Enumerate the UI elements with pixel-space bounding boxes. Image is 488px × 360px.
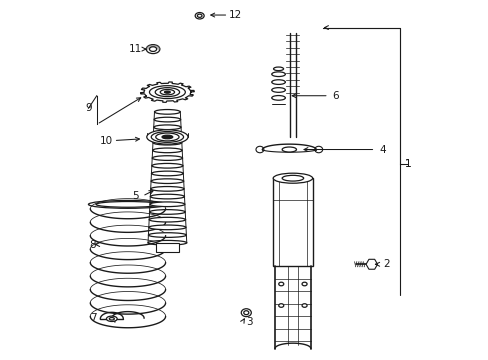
Ellipse shape [153, 132, 181, 137]
Ellipse shape [302, 282, 306, 286]
Ellipse shape [153, 140, 182, 145]
Bar [273, 178, 312, 266]
Ellipse shape [88, 201, 167, 208]
Ellipse shape [162, 135, 172, 139]
Ellipse shape [155, 87, 179, 96]
Ellipse shape [96, 202, 160, 207]
Ellipse shape [150, 194, 184, 199]
Text: 2: 2 [382, 259, 388, 269]
Ellipse shape [302, 304, 306, 307]
Text: 3: 3 [246, 317, 253, 327]
Text: 1: 1 [404, 159, 410, 169]
Text: 6: 6 [332, 91, 339, 101]
Ellipse shape [151, 179, 183, 184]
Ellipse shape [160, 89, 174, 95]
Ellipse shape [109, 318, 114, 320]
Ellipse shape [164, 91, 170, 93]
Ellipse shape [149, 47, 156, 51]
Ellipse shape [149, 217, 185, 222]
Text: 12: 12 [228, 10, 242, 20]
Ellipse shape [146, 130, 187, 144]
Text: 8: 8 [89, 239, 95, 249]
Ellipse shape [151, 132, 183, 142]
Ellipse shape [271, 87, 285, 92]
Ellipse shape [149, 86, 185, 99]
Text: 5: 5 [132, 191, 138, 201]
Ellipse shape [155, 133, 179, 141]
Ellipse shape [150, 202, 184, 207]
Ellipse shape [151, 171, 183, 176]
Ellipse shape [146, 45, 160, 54]
Ellipse shape [314, 146, 322, 153]
Ellipse shape [282, 147, 296, 152]
Ellipse shape [149, 210, 185, 214]
Ellipse shape [148, 240, 186, 245]
Text: 9: 9 [85, 103, 92, 113]
Ellipse shape [152, 156, 182, 161]
Ellipse shape [241, 309, 251, 317]
Text: 1: 1 [404, 159, 411, 169]
Ellipse shape [278, 304, 283, 307]
Ellipse shape [148, 233, 186, 237]
Ellipse shape [273, 67, 283, 71]
Text: 4: 4 [379, 144, 385, 154]
Ellipse shape [153, 125, 181, 130]
Bar [155, 243, 179, 252]
Ellipse shape [271, 80, 285, 85]
Ellipse shape [278, 282, 283, 286]
Ellipse shape [106, 316, 117, 321]
Ellipse shape [152, 148, 182, 153]
Ellipse shape [151, 163, 183, 168]
Ellipse shape [195, 13, 203, 19]
Ellipse shape [271, 72, 285, 77]
Ellipse shape [273, 173, 312, 183]
Ellipse shape [255, 146, 264, 153]
Ellipse shape [154, 117, 181, 122]
Ellipse shape [154, 109, 180, 114]
Ellipse shape [271, 95, 285, 100]
Text: 10: 10 [100, 136, 113, 145]
Ellipse shape [197, 14, 202, 17]
Ellipse shape [148, 225, 185, 230]
Ellipse shape [282, 175, 303, 181]
Text: 11: 11 [128, 44, 142, 54]
Ellipse shape [150, 186, 183, 191]
Ellipse shape [244, 311, 248, 315]
Text: 7: 7 [90, 313, 97, 323]
